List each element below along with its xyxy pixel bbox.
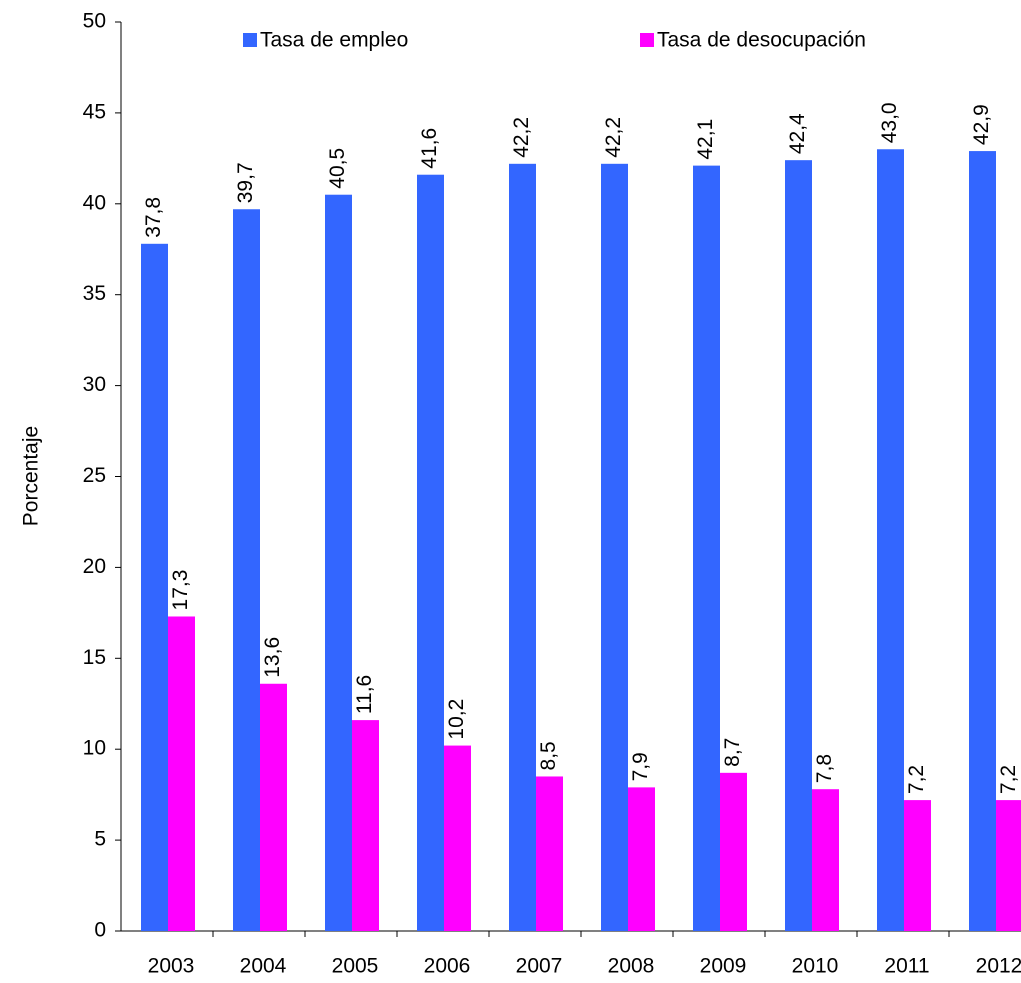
x-tick-label: 2007 [516, 955, 563, 978]
legend-label: Tasa de desocupación [657, 29, 866, 52]
value-label: 41,6 [418, 128, 441, 169]
y-tick-label: 45 [83, 100, 106, 123]
bar [233, 209, 260, 931]
y-tick-label: 25 [83, 464, 106, 487]
legend-swatch [640, 33, 654, 47]
bar [325, 194, 352, 931]
value-label: 42,1 [694, 119, 717, 160]
bar [260, 683, 287, 931]
x-tick-label: 2012 [976, 955, 1021, 978]
y-tick-label: 40 [83, 191, 106, 214]
x-tick-label: 2006 [424, 955, 471, 978]
bar [417, 174, 444, 931]
y-tick-label: 35 [83, 282, 106, 305]
value-label: 7,9 [629, 752, 652, 781]
value-label: 8,7 [721, 738, 744, 767]
bar [996, 800, 1021, 931]
bar [720, 772, 747, 931]
value-label: 39,7 [234, 162, 257, 203]
bar [877, 149, 904, 931]
value-label: 43,0 [878, 102, 901, 143]
value-label: 42,4 [786, 113, 809, 154]
value-label: 10,2 [445, 699, 468, 740]
y-axis-label: Porcentaje [20, 426, 43, 526]
bar [536, 776, 563, 931]
bar [812, 789, 839, 931]
value-label: 7,8 [813, 754, 836, 783]
bar [509, 163, 536, 931]
bar [969, 151, 996, 931]
y-tick-label: 30 [83, 373, 106, 396]
x-tick-label: 2008 [608, 955, 655, 978]
value-label: 7,2 [905, 765, 928, 794]
x-tick-label: 2011 [884, 955, 929, 978]
bar [601, 163, 628, 931]
y-tick-label: 0 [94, 919, 106, 942]
y-tick-label: 5 [94, 828, 106, 851]
bar [904, 800, 931, 931]
value-label: 37,8 [142, 197, 165, 238]
legend-label: Tasa de empleo [260, 29, 408, 52]
value-label: 8,5 [537, 741, 560, 770]
value-label: 40,5 [326, 148, 349, 189]
bar [168, 616, 195, 931]
bar [141, 243, 168, 931]
value-label: 42,9 [970, 104, 993, 145]
value-label: 13,6 [261, 637, 284, 678]
bar [352, 720, 379, 931]
value-label: 42,2 [602, 117, 625, 158]
value-label: 7,2 [997, 765, 1020, 794]
x-tick-label: 2005 [332, 955, 379, 978]
y-tick-label: 20 [83, 555, 106, 578]
value-label: 11,6 [353, 675, 376, 714]
x-tick-label: 2010 [792, 955, 839, 978]
y-tick-label: 15 [83, 646, 106, 669]
x-tick-label: 2003 [148, 955, 195, 978]
bar [693, 165, 720, 931]
bar [628, 787, 655, 931]
legend-swatch [243, 33, 257, 47]
bar [785, 160, 812, 932]
x-tick-label: 2004 [240, 955, 287, 978]
x-tick-label: 2009 [700, 955, 747, 978]
value-label: 17,3 [169, 570, 192, 611]
y-tick-label: 10 [83, 737, 106, 760]
y-tick-label: 50 [83, 10, 106, 33]
value-label: 42,2 [510, 117, 533, 158]
bar [444, 745, 471, 931]
